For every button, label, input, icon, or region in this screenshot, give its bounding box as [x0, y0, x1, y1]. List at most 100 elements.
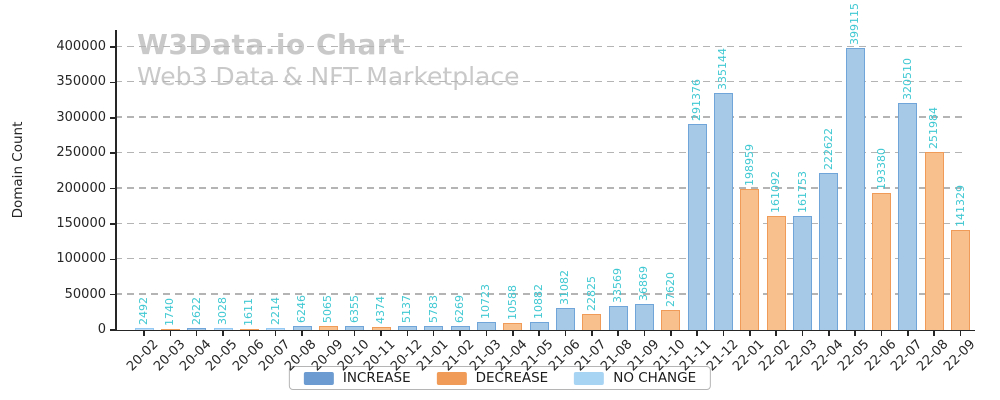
bar-value-label: 399115 — [848, 2, 862, 45]
x-tick-mark — [643, 331, 646, 336]
bar-20-11 — [371, 326, 391, 330]
bar-value-label: 31082 — [558, 270, 572, 306]
bar-21-02 — [450, 325, 470, 330]
bar-22-02 — [766, 216, 786, 330]
bar-20-02 — [134, 328, 154, 330]
x-tick-mark — [485, 331, 488, 336]
x-tick-mark — [538, 331, 540, 336]
x-tick-mark — [406, 331, 409, 336]
legend-swatch-no_change — [574, 371, 605, 385]
legend-item-no_change: NO CHANGE — [574, 370, 696, 386]
gridline — [115, 257, 965, 260]
bar-22-01 — [740, 189, 760, 330]
watermark-title: W3Data.io Chart — [137, 28, 406, 61]
x-tick-mark — [933, 331, 935, 336]
bar-value-label: 1740 — [163, 297, 177, 326]
bar-value-label: 10723 — [479, 284, 493, 320]
x-tick-mark — [749, 331, 751, 336]
x-tick-mark — [564, 331, 567, 336]
legend-item-decrease: DECREASE — [436, 370, 549, 386]
legend-item-increase: INCREASE — [303, 370, 411, 386]
bar-20-08 — [292, 325, 312, 330]
y-tick-label: 50000 — [64, 286, 106, 302]
bar-value-label: 6246 — [295, 294, 309, 323]
bar-value-label: 10882 — [532, 284, 546, 320]
y-tick-label: 200000 — [56, 180, 106, 196]
bar-value-label: 161753 — [795, 170, 809, 213]
x-tick-mark — [854, 331, 856, 336]
gridline — [115, 222, 965, 224]
x-tick-mark — [274, 331, 277, 336]
y-tick-mark — [110, 293, 115, 296]
bar-22-09 — [951, 230, 971, 330]
legend-label: NO CHANGE — [613, 370, 697, 386]
bar-value-label: 251984 — [927, 106, 941, 149]
y-tick-label: 300000 — [56, 109, 106, 125]
x-tick-mark — [801, 331, 804, 336]
bar-20-07 — [266, 328, 286, 330]
bar-value-label: 320510 — [900, 58, 914, 101]
bar-22-08 — [924, 151, 944, 330]
bar-value-label: 2214 — [268, 297, 282, 326]
bar-value-label: 4374 — [374, 295, 388, 324]
x-tick-mark — [353, 331, 356, 336]
legend: INCREASE DECREASE NO CHANGE — [288, 366, 712, 390]
bar-20-10 — [345, 325, 365, 330]
bar-value-label: 2622 — [189, 297, 203, 326]
bar-value-label: 36869 — [637, 265, 651, 301]
bar-22-07 — [898, 103, 918, 330]
bar-21-08 — [608, 306, 628, 330]
x-tick-mark — [301, 331, 303, 336]
bar-22-03 — [793, 215, 812, 330]
x-tick-mark — [512, 331, 514, 336]
bar-value-label: 335144 — [716, 47, 730, 90]
y-tick-mark — [110, 46, 115, 48]
bar-21-09 — [634, 303, 654, 330]
bar-21-01 — [424, 325, 444, 330]
bar-21-10 — [661, 310, 681, 330]
y-tick-label: 350000 — [56, 74, 106, 90]
legend-label: INCREASE — [342, 370, 411, 386]
x-tick-mark — [222, 331, 224, 336]
bar-value-label: 291376 — [690, 78, 704, 121]
bar-value-label: 33569 — [611, 268, 625, 304]
bar-value-label: 22825 — [584, 275, 598, 311]
legend-label: DECREASE — [475, 370, 549, 386]
bar-21-11 — [687, 123, 707, 330]
bar-value-label: 5783 — [426, 294, 440, 323]
x-tick-mark — [828, 331, 830, 336]
gridline — [115, 45, 965, 47]
bar-value-label: 1611 — [242, 297, 256, 326]
x-tick-mark — [591, 331, 593, 336]
bar-value-label: 198959 — [742, 144, 756, 187]
y-tick-mark — [110, 223, 115, 225]
x-tick-mark — [880, 331, 883, 336]
x-tick-mark — [380, 331, 382, 336]
bar-value-label: 141329 — [953, 185, 967, 228]
gridline — [115, 293, 965, 295]
x-tick-mark — [327, 331, 330, 336]
y-axis — [115, 30, 117, 330]
x-axis — [115, 329, 975, 331]
bar-20-03 — [160, 328, 180, 330]
bar-value-label: 3028 — [216, 296, 230, 325]
bar-value-label: 10588 — [505, 284, 519, 320]
watermark-subtitle: Web3 Data & NFT Marketplace — [137, 62, 520, 91]
bar-value-label: 2492 — [137, 297, 150, 326]
bar-21-12 — [713, 92, 733, 330]
x-tick-mark — [696, 331, 698, 336]
gridline — [115, 151, 965, 154]
bar-22-06 — [872, 193, 892, 330]
bar-value-label: 5065 — [321, 295, 335, 324]
bar-20-06 — [239, 328, 259, 330]
y-tick-mark — [110, 329, 115, 331]
y-tick-mark — [110, 187, 115, 190]
bar-21-05 — [529, 322, 549, 330]
bar-21-03 — [476, 322, 496, 330]
y-tick-mark — [110, 152, 115, 154]
x-tick-mark — [722, 331, 725, 336]
x-tick-mark — [775, 331, 777, 336]
bar-21-06 — [555, 308, 575, 330]
y-tick-label: 0 — [97, 322, 106, 337]
